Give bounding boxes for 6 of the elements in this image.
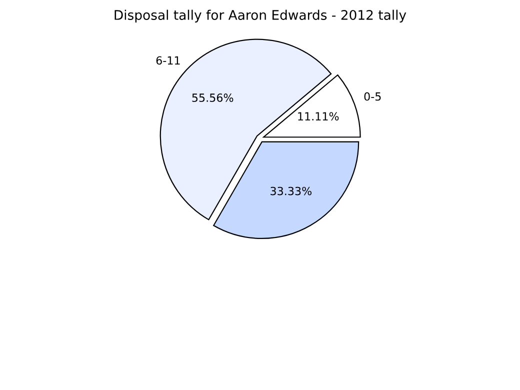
slice-label: 0-5 xyxy=(364,92,381,101)
data-label: 11.11% xyxy=(298,112,339,121)
chart-title: Disposal tally for Aaron Edwards - 2012 tally xyxy=(114,10,406,23)
slice-label: 6-11 xyxy=(156,56,180,65)
data-label: 33.33% xyxy=(270,186,312,196)
data-label: 55.56% xyxy=(192,94,234,102)
